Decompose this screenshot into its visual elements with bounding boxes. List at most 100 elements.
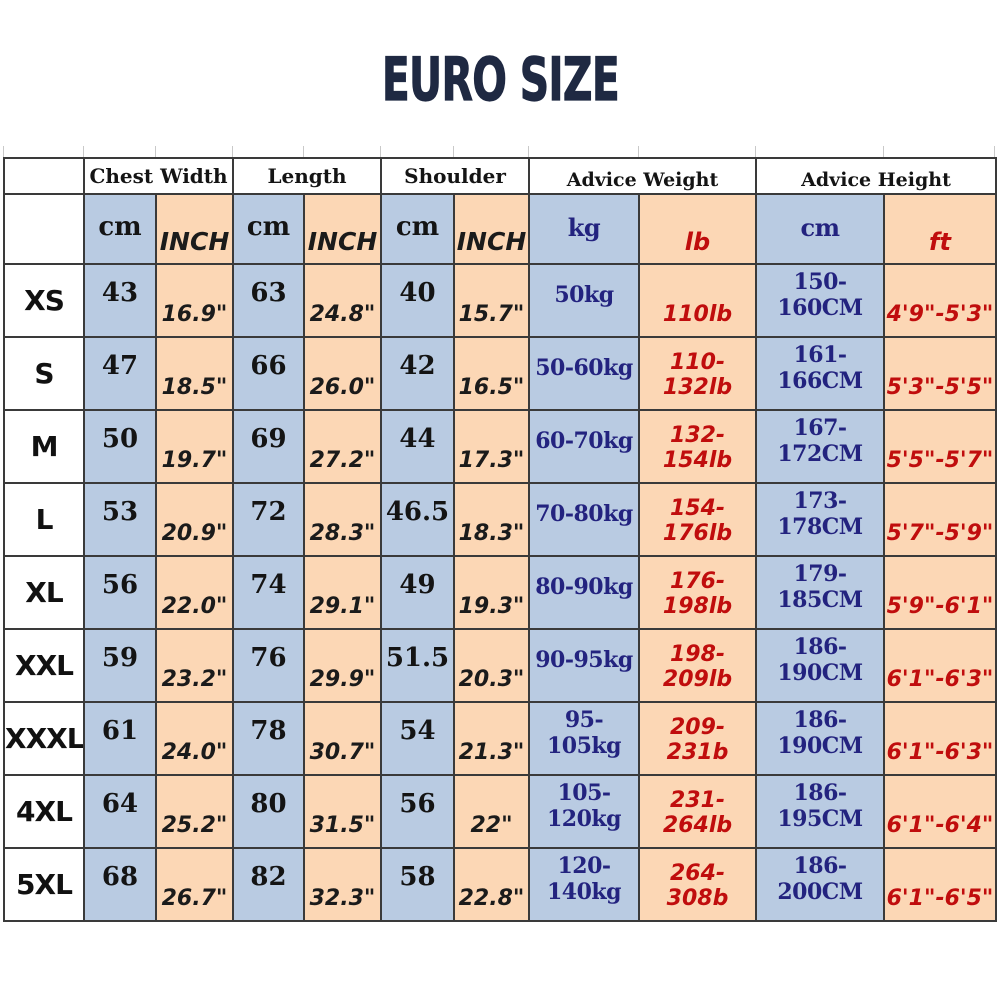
weight-kg-cell: 70-80kg [528,482,640,557]
corner-cell [3,193,85,265]
length-inch-cell: 32.3" [303,847,382,922]
group-advice-weight: Advice Weight [528,157,757,195]
weight-lb-cell: 132-154lb [638,409,757,484]
weight-lb-cell: 154-176lb [638,482,757,557]
length-inch-cell: 27.2" [303,409,382,484]
chest-cm-cell: 43 [83,263,157,338]
height-cm-cell: 167-172CM [755,409,885,484]
group-advice-height: Advice Height [754,157,998,195]
gridline-ticks [0,146,1000,157]
group-shoulder: Shoulder [380,157,530,195]
weight-lb-cell: 110-132lb [638,336,757,411]
row-xl: XL 56 22.0" 74 29.1" 49 19.3" 80-90kg 17… [3,555,998,630]
chest-cm-cell: 53 [83,482,157,557]
unit-chest-cm: cm [83,193,157,265]
unit-header-row: cm INCH cm INCH cm INCH kg lb cm ft [3,193,998,265]
unit-weight-lb: lb [638,193,757,265]
chest-cm-cell: 68 [83,847,157,922]
shoulder-cm-cell: 58 [380,847,455,922]
shoulder-inch-cell: 17.3" [453,409,530,484]
length-cm-cell: 63 [232,263,305,338]
group-length: Length [232,157,382,195]
size-label: XXL [3,628,85,703]
size-label: S [3,336,85,411]
length-inch-cell: 31.5" [303,774,382,849]
chest-cm-cell: 56 [83,555,157,630]
chest-cm-cell: 64 [83,774,157,849]
chest-inch-cell: 19.7" [155,409,234,484]
weight-kg-cell: 50-60kg [528,336,640,411]
height-ft-cell: 5'9"-6'1" [882,555,998,630]
chest-cm-cell: 47 [83,336,157,411]
shoulder-inch-cell: 18.3" [453,482,530,557]
length-cm-cell: 82 [232,847,305,922]
size-label: XXXL [3,701,85,776]
group-chest-width: Chest Width [83,157,234,195]
unit-weight-kg: kg [528,193,640,265]
group-header-row: Chest Width Length Shoulder Advice Weigh… [3,157,998,195]
row-xs: XS 43 16.9" 63 24.8" 40 15.7" 50kg 110lb… [3,263,998,338]
row-5xl: 5XL 68 26.7" 82 32.3" 58 22.8" 120-140kg… [3,847,998,922]
shoulder-inch-cell: 21.3" [453,701,530,776]
size-label: L [3,482,85,557]
height-ft-cell: 6'1"-6'5" [882,847,998,922]
page-title: EURO SIZE [0,45,1000,115]
unit-height-ft: ft [882,193,998,265]
weight-kg-cell: 50kg [528,263,640,338]
length-inch-cell: 29.9" [303,628,382,703]
weight-lb-cell: 198-209lb [638,628,757,703]
weight-kg-cell: 80-90kg [528,555,640,630]
chest-inch-cell: 25.2" [155,774,234,849]
length-inch-cell: 26.0" [303,336,382,411]
height-cm-cell: 161-166CM [755,336,885,411]
size-label: 5XL [3,847,85,922]
shoulder-cm-cell: 49 [380,555,455,630]
height-cm-cell: 186-200CM [755,847,885,922]
row-m: M 50 19.7" 69 27.2" 44 17.3" 60-70kg 132… [3,409,998,484]
size-table: Chest Width Length Shoulder Advice Weigh… [3,157,998,922]
height-ft-cell: 5'3"-5'5" [882,336,998,411]
shoulder-cm-cell: 44 [380,409,455,484]
length-cm-cell: 78 [232,701,305,776]
shoulder-inch-cell: 22.8" [453,847,530,922]
unit-chest-inch: INCH [155,193,234,265]
height-cm-cell: 173-178CM [755,482,885,557]
height-ft-cell: 6'1"-6'3" [882,701,998,776]
height-cm-cell: 186-190CM [755,701,885,776]
row-l: L 53 20.9" 72 28.3" 46.5 18.3" 70-80kg 1… [3,482,998,557]
shoulder-inch-cell: 19.3" [453,555,530,630]
weight-kg-cell: 120-140kg [528,847,640,922]
length-inch-cell: 30.7" [303,701,382,776]
shoulder-inch-cell: 15.7" [453,263,530,338]
chest-inch-cell: 24.0" [155,701,234,776]
height-cm-cell: 186-190CM [755,628,885,703]
size-label: XS [3,263,85,338]
weight-lb-cell: 264-308b [638,847,757,922]
row-xxxl: XXXL 61 24.0" 78 30.7" 54 21.3" 95-105kg… [3,701,998,776]
chest-inch-cell: 18.5" [155,336,234,411]
height-ft-cell: 4'9"-5'3" [882,263,998,338]
weight-kg-cell: 105-120kg [528,774,640,849]
chest-inch-cell: 16.9" [155,263,234,338]
length-inch-cell: 28.3" [303,482,382,557]
chest-cm-cell: 59 [83,628,157,703]
unit-length-cm: cm [232,193,305,265]
length-inch-cell: 29.1" [303,555,382,630]
height-cm-cell: 150-160CM [755,263,885,338]
length-cm-cell: 76 [232,628,305,703]
length-cm-cell: 69 [232,409,305,484]
length-cm-cell: 74 [232,555,305,630]
page-title-text: EURO SIZE [381,45,620,115]
shoulder-cm-cell: 54 [380,701,455,776]
height-cm-cell: 179-185CM [755,555,885,630]
length-inch-cell: 24.8" [303,263,382,338]
row-xxl: XXL 59 23.2" 76 29.9" 51.5 20.3" 90-95kg… [3,628,998,703]
shoulder-cm-cell: 51.5 [380,628,455,703]
height-ft-cell: 6'1"-6'3" [882,628,998,703]
chest-cm-cell: 50 [83,409,157,484]
weight-lb-cell: 110lb [638,263,757,338]
length-cm-cell: 80 [232,774,305,849]
height-ft-cell: 6'1"-6'4" [882,774,998,849]
length-cm-cell: 66 [232,336,305,411]
